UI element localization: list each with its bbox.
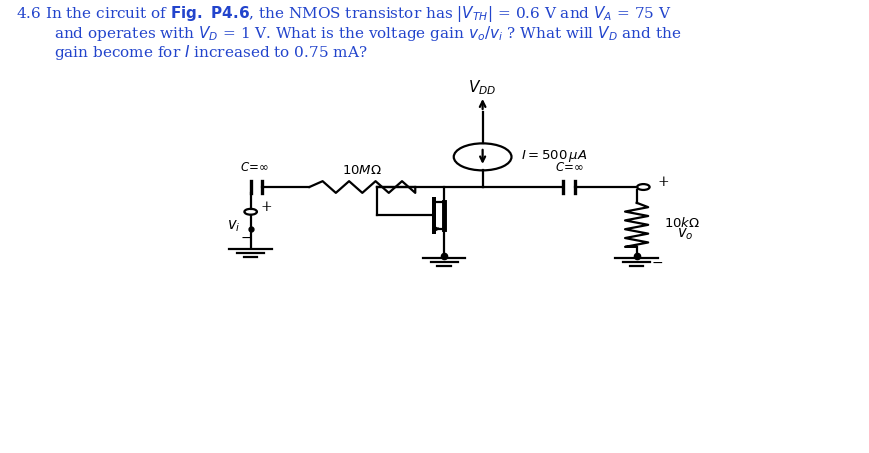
Text: $I = 500\,\mu A$: $I = 500\,\mu A$ — [521, 148, 587, 164]
Text: $C\!=\!\infty$: $C\!=\!\infty$ — [240, 161, 269, 174]
Text: −: − — [651, 255, 663, 270]
Text: $v_o$: $v_o$ — [677, 226, 693, 242]
Text: $V_{DD}$: $V_{DD}$ — [468, 79, 497, 97]
Text: and operates with $V_D$ = 1 V. What is the voltage gain $v_o/v_i$ ? What will $V: and operates with $V_D$ = 1 V. What is t… — [55, 24, 681, 43]
Text: $10M\Omega$: $10M\Omega$ — [342, 164, 382, 177]
Text: +: + — [658, 174, 669, 188]
Text: +: + — [261, 200, 272, 214]
Text: 4.6 In the circuit of $\mathbf{Fig.\ P4.6}$, the NMOS transistor has $|V_{TH}|$ : 4.6 In the circuit of $\mathbf{Fig.\ P4.… — [16, 4, 672, 24]
Text: $10k\Omega$: $10k\Omega$ — [664, 216, 700, 230]
Text: $v_i$: $v_i$ — [227, 218, 240, 234]
Text: $C\!=\!\infty$: $C\!=\!\infty$ — [554, 161, 584, 174]
Text: gain become for $I$ increased to 0.75 mA?: gain become for $I$ increased to 0.75 mA… — [55, 43, 368, 62]
Text: −: − — [241, 231, 253, 245]
